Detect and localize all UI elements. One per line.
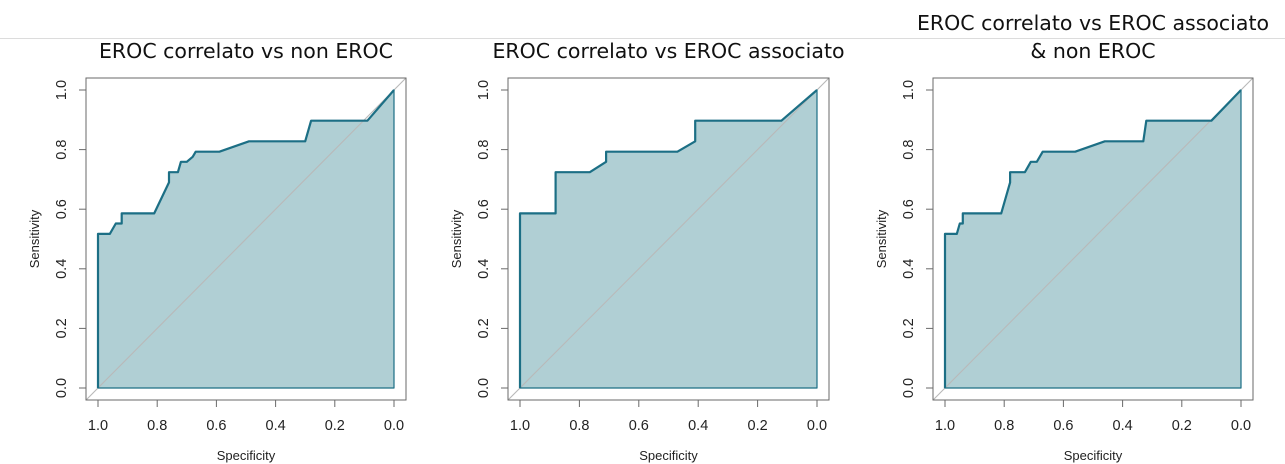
x-tick-label: 0.0 — [1231, 418, 1251, 434]
y-tick-label: 0.6 — [901, 199, 917, 219]
roc-curve — [943, 89, 1242, 388]
x-axis-title: Specificity — [639, 448, 698, 463]
y-axis-title: Sensitivity — [449, 209, 464, 268]
top-divider — [0, 38, 1285, 39]
y-tick-label: 0.8 — [476, 140, 492, 160]
y-tick-label: 0.0 — [54, 378, 70, 398]
y-tick-label: 1.0 — [54, 80, 70, 100]
plot-frame — [507, 77, 830, 401]
y-tick-label: 0.8 — [54, 140, 70, 160]
roc-curve — [96, 89, 395, 388]
plot-frame — [85, 77, 407, 401]
diagonal-reference-line — [85, 77, 407, 401]
y-tick-label: 0.6 — [476, 199, 492, 219]
x-tick-label: 0.4 — [688, 418, 708, 434]
x-tick-label: 0.0 — [807, 418, 827, 434]
diagonal-reference-line — [507, 77, 830, 401]
chart-title-line: EROC correlato vs non EROC — [99, 39, 393, 63]
y-tick-label: 0.2 — [901, 318, 917, 338]
y-tick-label: 0.0 — [476, 378, 492, 398]
roc-panel-3: EROC correlato vs EROC associato & non ER… — [874, 11, 1269, 463]
y-tick-label: 1.0 — [476, 80, 492, 100]
y-tick-label: 0.4 — [476, 259, 492, 279]
x-tick-label: 0.4 — [266, 418, 286, 434]
x-tick-label: 1.0 — [88, 418, 108, 434]
y-tick-label: 0.2 — [54, 318, 70, 338]
x-tick-label: 0.8 — [994, 418, 1014, 434]
x-tick-label: 0.6 — [206, 418, 226, 434]
y-axis-title: Sensitivity — [874, 209, 889, 268]
x-tick-label: 0.8 — [147, 418, 167, 434]
x-tick-label: 0.0 — [384, 418, 404, 434]
x-tick-label: 1.0 — [935, 418, 955, 434]
x-tick-label: 0.6 — [629, 418, 649, 434]
x-tick-label: 0.8 — [569, 418, 589, 434]
x-tick-label: 1.0 — [510, 418, 530, 434]
x-tick-label: 0.6 — [1053, 418, 1073, 434]
y-tick-label: 0.4 — [54, 259, 70, 279]
x-axis-title: Specificity — [1064, 448, 1123, 463]
x-tick-label: 0.2 — [748, 418, 768, 434]
chart-title-line: EROC correlato vs EROC associato — [917, 11, 1269, 35]
roc-panel-2: EROC correlato vs EROC associato 1.0 0.8 0.… — [449, 39, 845, 463]
y-tick-label: 0.4 — [901, 259, 917, 279]
chart-title-line: EROC correlato vs EROC associato — [492, 39, 844, 63]
roc-curve — [518, 89, 818, 388]
x-tick-label: 0.4 — [1113, 418, 1133, 434]
y-axis-title: Sensitivity — [27, 209, 42, 268]
plot-frame — [932, 77, 1254, 401]
x-tick-label: 0.2 — [325, 418, 345, 434]
diagonal-reference-line — [932, 77, 1254, 401]
y-tick-label: 1.0 — [901, 80, 917, 100]
x-tick-label: 0.2 — [1172, 418, 1192, 434]
roc-panel-1: EROC correlato vs non EROC 1.0 0.8 0.6 0.4 0.… — [27, 39, 407, 463]
y-tick-label: 0.8 — [901, 140, 917, 160]
y-tick-label: 0.0 — [901, 378, 917, 398]
x-axis-title: Specificity — [217, 448, 276, 463]
y-tick-label: 0.2 — [476, 318, 492, 338]
y-tick-label: 0.6 — [54, 199, 70, 219]
chart-title-line: & non EROC — [1030, 39, 1155, 63]
